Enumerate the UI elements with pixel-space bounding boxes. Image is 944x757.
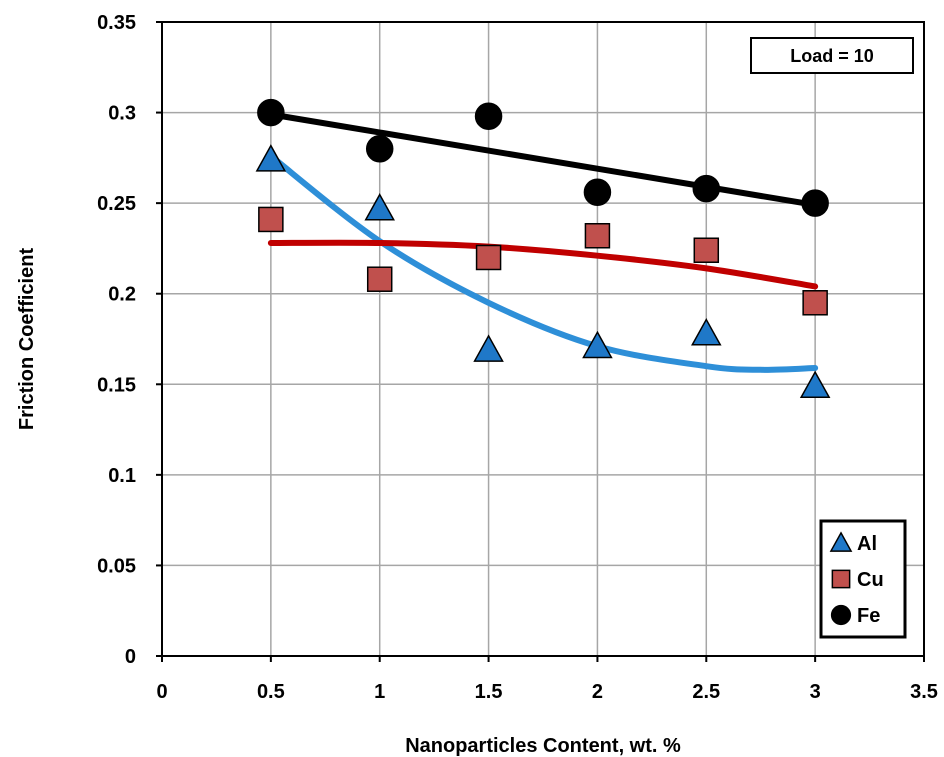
x-tick-label-2: 1 bbox=[374, 681, 385, 703]
marker-cu-4 bbox=[693, 237, 720, 263]
y-tick-label-2: 0.1 bbox=[108, 465, 136, 487]
y-axis-ticks: 0 0.05 0.1 0.15 0.2 0.25 0.3 0.35 bbox=[97, 12, 162, 668]
x-tick-label-7: 3.5 bbox=[910, 681, 938, 703]
y-tick-label-6: 0.3 bbox=[108, 103, 136, 125]
load-annotation-text: Load = 10 bbox=[790, 46, 874, 66]
marker-al-5 bbox=[799, 370, 831, 399]
x-tick-label-6: 3 bbox=[810, 681, 821, 703]
x-tick-label-0: 0 bbox=[156, 681, 167, 703]
legend-label-fe: Fe bbox=[857, 605, 880, 627]
y-tick-label-5: 0.25 bbox=[97, 193, 136, 215]
trendline-al bbox=[267, 153, 819, 373]
marker-al-2 bbox=[473, 334, 504, 362]
marker-cu-3 bbox=[584, 222, 611, 249]
marker-fe-4 bbox=[692, 174, 721, 203]
y-axis-title: Friction Coefficient bbox=[16, 248, 38, 431]
marker-cu-1 bbox=[366, 266, 393, 292]
marker-fe-3 bbox=[583, 178, 612, 207]
x-tick-label-4: 2 bbox=[592, 681, 603, 703]
x-tick-label-3: 1.5 bbox=[475, 681, 503, 703]
y-tick-label-3: 0.15 bbox=[97, 374, 136, 396]
legend-marker-cu bbox=[831, 569, 851, 589]
marker-cu-5 bbox=[802, 290, 828, 316]
x-tick-label-1: 0.5 bbox=[257, 681, 285, 703]
load-annotation-box bbox=[750, 37, 914, 74]
marker-al-4 bbox=[691, 318, 722, 346]
x-axis-title: Nanoparticles Content, wt. % bbox=[405, 735, 681, 757]
x-tick-label-5: 2.5 bbox=[692, 681, 720, 703]
load-annotation: Load = 10 bbox=[750, 37, 914, 74]
y-tick-label-0: 0 bbox=[125, 646, 136, 668]
legend-marker-fe bbox=[830, 604, 852, 626]
trendline-fe bbox=[267, 111, 819, 208]
marker-al-1 bbox=[364, 193, 395, 221]
y-tick-label-4: 0.2 bbox=[108, 284, 136, 306]
marker-cu-2 bbox=[475, 244, 502, 271]
marker-fe-5 bbox=[801, 189, 829, 217]
plot-area-border bbox=[161, 21, 925, 657]
legend-marker-al bbox=[829, 531, 853, 552]
data-markers bbox=[255, 98, 831, 399]
marker-fe-0 bbox=[257, 98, 285, 127]
marker-al-3 bbox=[582, 330, 613, 359]
legend-label-al: Al bbox=[857, 533, 877, 555]
y-tick-label-7: 0.35 bbox=[97, 12, 136, 34]
y-tick-label-1: 0.05 bbox=[97, 555, 136, 577]
trendline-cu bbox=[267, 239, 819, 290]
marker-fe-2 bbox=[474, 102, 503, 130]
x-axis-ticks: 0 0.5 1 1.5 2 2.5 3 3.5 bbox=[156, 656, 938, 703]
trend-lines bbox=[267, 111, 819, 373]
legend: Al Cu Fe bbox=[819, 519, 907, 639]
marker-cu-0 bbox=[258, 206, 284, 233]
marker-al-0 bbox=[255, 144, 287, 172]
marker-fe-1 bbox=[365, 135, 394, 163]
legend-label-cu: Cu bbox=[857, 569, 884, 591]
